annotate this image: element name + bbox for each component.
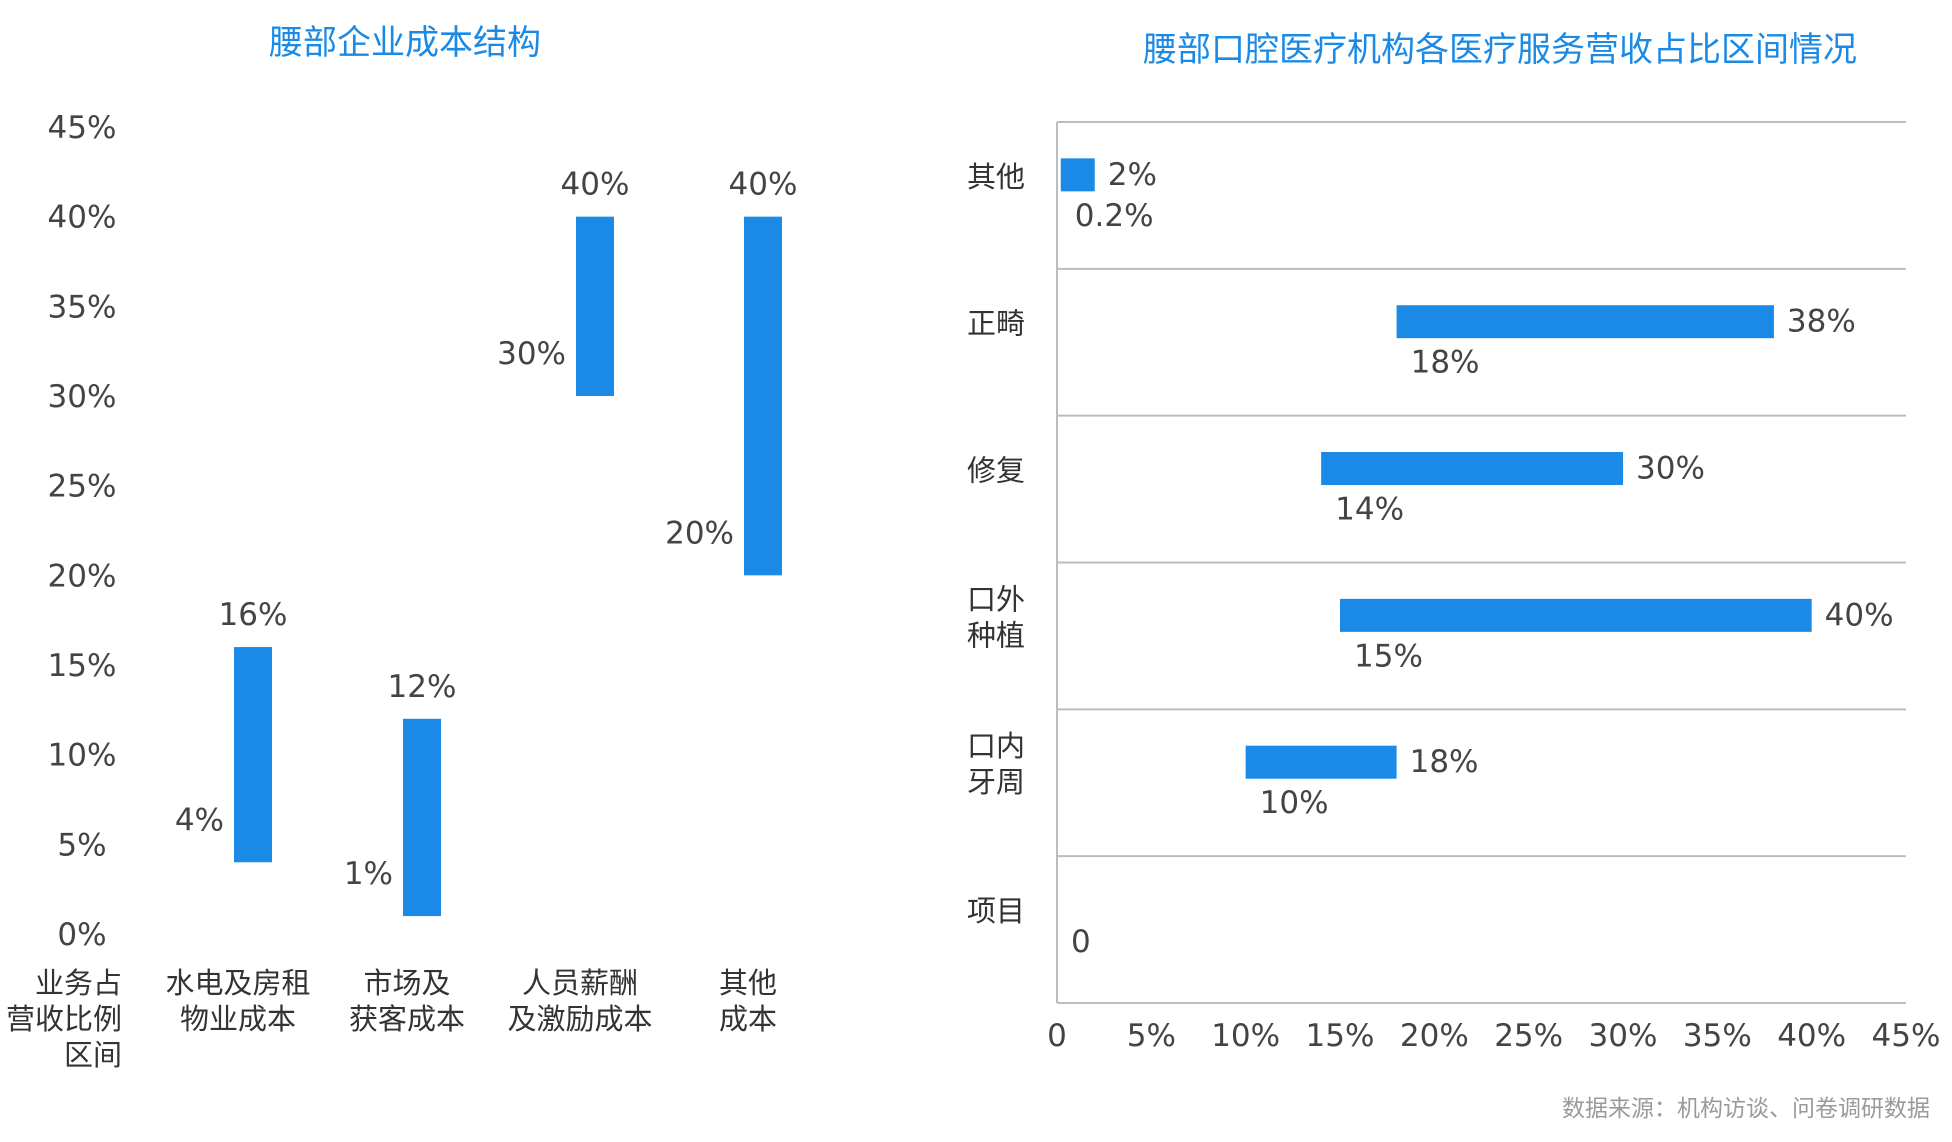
range-bar bbox=[744, 216, 782, 576]
high-value-label: 18% bbox=[1410, 744, 1479, 780]
source-note: 数据来源：机构访谈、问卷调研数据 bbox=[1562, 1096, 1930, 1122]
high-value-label: 30% bbox=[1636, 451, 1705, 487]
high-value-label: 12% bbox=[388, 669, 457, 705]
category-label: 其他 bbox=[719, 966, 777, 1000]
range-bar bbox=[1245, 745, 1397, 779]
category-label: 牙周 bbox=[967, 765, 1025, 799]
category-label: 其他 bbox=[967, 160, 1025, 194]
category-label: 人员薪酬 bbox=[522, 966, 638, 1000]
category-label: 修复 bbox=[967, 454, 1025, 488]
y-tick-label: 35% bbox=[48, 289, 117, 325]
high-value-label: 2% bbox=[1108, 157, 1157, 193]
right-chart-title: 腰部口腔医疗机构各医疗服务营收占比区间情况 bbox=[1143, 30, 1857, 70]
y-tick-label: 15% bbox=[48, 648, 117, 684]
y-tick-label: 20% bbox=[48, 558, 117, 594]
low-value-label: 30% bbox=[497, 336, 566, 372]
low-value-label: 20% bbox=[665, 515, 734, 551]
range-bar bbox=[1321, 452, 1623, 486]
category-label: 获客成本 bbox=[349, 1002, 465, 1036]
high-value-label: 16% bbox=[219, 597, 288, 633]
x-tick-label: 25% bbox=[1494, 1018, 1563, 1054]
category-label: 口外 bbox=[967, 582, 1025, 616]
category-label: 水电及房租 bbox=[165, 966, 310, 1000]
y-tick-label: 40% bbox=[48, 200, 117, 236]
y-tick-label: 0% bbox=[57, 917, 106, 953]
x-tick-label: 5% bbox=[1127, 1018, 1176, 1054]
category-label: 市场及 bbox=[363, 966, 450, 1000]
category-label: 及激励成本 bbox=[507, 1002, 652, 1036]
right-chart: 0 5% 10% 15% 20% 25% 30% 35% 40% 45% 其他 2% 0.2% 正畸 38%… bbox=[967, 121, 1941, 1054]
low-value-label: 10% bbox=[1260, 785, 1329, 821]
low-value-label: 15% bbox=[1354, 638, 1423, 674]
low-value-label: 0.2% bbox=[1075, 198, 1154, 234]
y-tick-label: 5% bbox=[57, 827, 106, 863]
y-tick-label: 30% bbox=[48, 379, 117, 415]
range-bar bbox=[1396, 305, 1774, 339]
high-value-label: 40% bbox=[729, 167, 798, 203]
x-tick-label: 10% bbox=[1211, 1018, 1280, 1054]
x-tick-label: 40% bbox=[1777, 1018, 1846, 1054]
y-tick-label: 45% bbox=[48, 110, 117, 146]
category-label: 种植 bbox=[967, 618, 1025, 652]
low-value-label: 18% bbox=[1411, 345, 1480, 381]
low-value-label: 0 bbox=[1071, 924, 1091, 960]
category-label: 项目 bbox=[967, 894, 1025, 928]
x-tick-label: 35% bbox=[1683, 1018, 1752, 1054]
x-tick-label: 30% bbox=[1589, 1018, 1658, 1054]
y-tick-label: 25% bbox=[48, 469, 117, 505]
y-tick-label: 10% bbox=[48, 738, 117, 774]
range-bar bbox=[234, 647, 272, 863]
range-bar bbox=[1340, 598, 1812, 632]
category-label: 物业成本 bbox=[180, 1002, 296, 1036]
category-label: 正畸 bbox=[967, 307, 1025, 341]
category-label: 口内 bbox=[967, 729, 1025, 763]
x-tick-label: 0 bbox=[1047, 1018, 1067, 1054]
low-value-label: 14% bbox=[1335, 492, 1404, 528]
y-axis-label: 区间 bbox=[64, 1038, 122, 1072]
high-value-label: 40% bbox=[1825, 597, 1894, 633]
low-value-label: 4% bbox=[175, 802, 224, 838]
range-bar bbox=[403, 718, 441, 917]
x-tick-label: 15% bbox=[1306, 1018, 1375, 1054]
left-chart-title: 腰部企业成本结构 bbox=[269, 23, 541, 63]
x-tick-label: 45% bbox=[1872, 1018, 1941, 1054]
low-value-label: 1% bbox=[344, 856, 393, 892]
range-bar bbox=[1060, 158, 1095, 192]
y-axis-label: 营收比例 bbox=[6, 1002, 122, 1036]
category-label: 成本 bbox=[719, 1002, 777, 1036]
y-axis-label: 业务占 bbox=[35, 966, 122, 1000]
high-value-label: 40% bbox=[561, 167, 630, 203]
range-bar bbox=[576, 216, 614, 396]
high-value-label: 38% bbox=[1787, 304, 1856, 340]
x-tick-label: 20% bbox=[1400, 1018, 1469, 1054]
